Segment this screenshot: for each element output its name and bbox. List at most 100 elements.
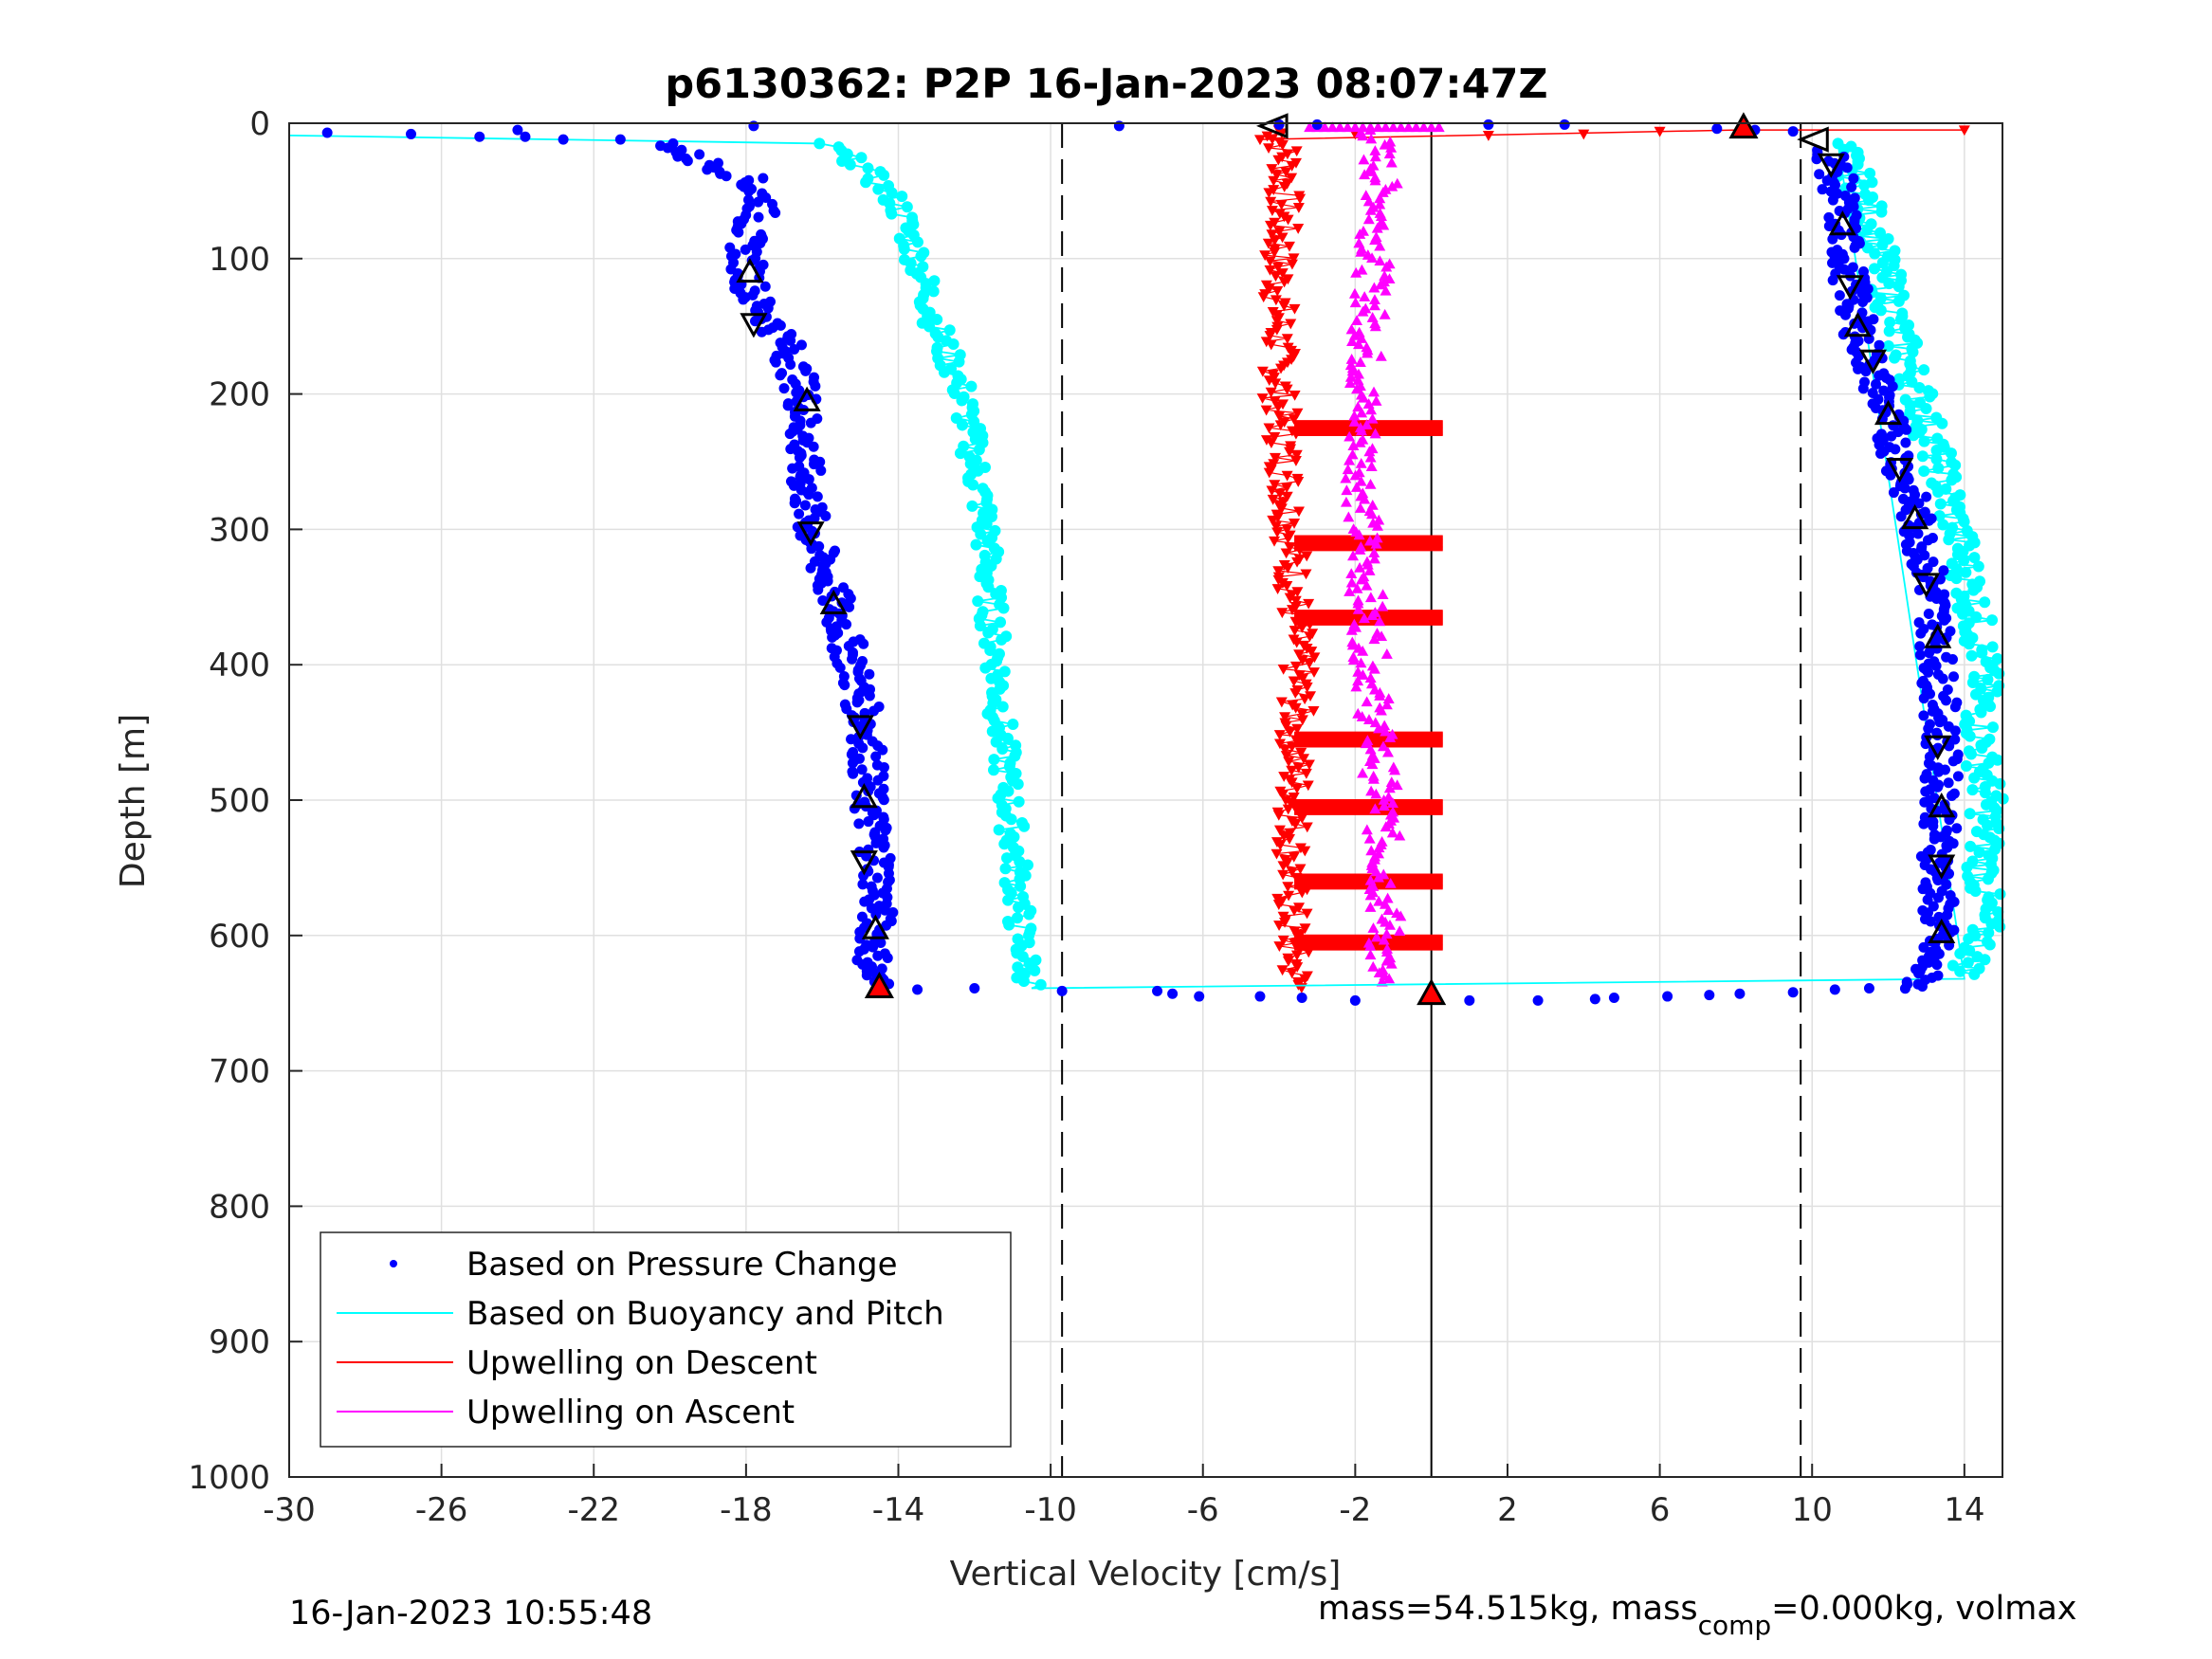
pressure-change-point bbox=[879, 904, 890, 916]
upwelling-ascent-point bbox=[1355, 425, 1367, 436]
upwelling-ascent-point bbox=[1374, 240, 1386, 251]
buoyancy-pitch-point bbox=[988, 764, 1000, 776]
pressure-change-point bbox=[1874, 447, 1886, 459]
upwelling-descent-point bbox=[1292, 203, 1305, 213]
upwelling-ascent-point bbox=[1385, 957, 1398, 969]
pressure-change-point bbox=[1928, 820, 1939, 831]
upwelling-ascent-point bbox=[1386, 180, 1398, 191]
x-tick-label-8: 2 bbox=[1497, 1491, 1518, 1529]
upwelling-descent-point bbox=[1277, 664, 1289, 675]
upwelling-descent-point bbox=[1275, 199, 1288, 210]
upwelling-descent-point bbox=[1280, 167, 1292, 178]
upwelling-ascent-point bbox=[1349, 297, 1362, 308]
upwelling-ascent-point bbox=[1380, 261, 1393, 272]
upwelling-descent-point bbox=[1276, 965, 1289, 976]
upwelling-ascent-point bbox=[1342, 121, 1354, 133]
pressure-change-point bbox=[1900, 437, 1911, 448]
pressure-change-point bbox=[864, 668, 875, 680]
upwelling-ascent-point bbox=[1345, 354, 1358, 364]
upwelling-ascent-point bbox=[1351, 315, 1363, 326]
buoyancy-pitch-point bbox=[1967, 584, 1980, 596]
y-tick-label-9: 900 bbox=[209, 1323, 270, 1361]
upwelling-descent-point bbox=[1289, 390, 1301, 401]
pressure-change-point bbox=[1930, 660, 1942, 671]
upwelling-ascent-point bbox=[1344, 586, 1356, 596]
x-tick-label-5: -10 bbox=[1024, 1491, 1077, 1529]
upwelling-descent-point bbox=[1264, 220, 1276, 231]
upwelling-descent-point bbox=[1290, 950, 1303, 961]
upwelling-descent-point bbox=[1301, 551, 1313, 562]
upwelling-ascent-point bbox=[1354, 437, 1366, 447]
upwelling-descent-point bbox=[1260, 405, 1272, 416]
upwelling-descent-point bbox=[1273, 738, 1286, 750]
profile-marker-triangle bbox=[1843, 312, 1872, 337]
upwelling-descent-point bbox=[1291, 962, 1304, 973]
upwelling-ascent-point bbox=[1382, 693, 1395, 703]
upwelling-ascent-point bbox=[1362, 195, 1375, 207]
y-tick-label-1: 100 bbox=[209, 241, 270, 279]
pressure-change-point bbox=[1923, 609, 1934, 620]
upwelling-descent-point bbox=[1280, 751, 1292, 761]
pressure-change-point bbox=[1921, 491, 1932, 502]
upwelling-ascent-point bbox=[1394, 830, 1406, 841]
pressure-change-point bbox=[853, 818, 865, 830]
pressure-change-point bbox=[759, 281, 771, 292]
upwelling-ascent-point bbox=[1364, 949, 1377, 960]
upwelling-ascent-point bbox=[1379, 138, 1391, 150]
buoyancy-pitch-point bbox=[886, 208, 898, 220]
pressure-change-point bbox=[794, 508, 805, 520]
pressure-change-point bbox=[1311, 118, 1323, 130]
upwelling-ascent-point bbox=[1368, 663, 1380, 674]
upwelling-descent-point bbox=[1268, 373, 1280, 383]
upwelling-descent-point bbox=[1275, 503, 1288, 515]
buoyancy-pitch-point bbox=[1883, 278, 1895, 290]
pressure-change-point bbox=[405, 128, 416, 139]
pressure-change-point bbox=[1841, 162, 1853, 173]
upwelling-descent-point bbox=[1286, 866, 1298, 878]
buoyancy-pitch-point bbox=[1950, 573, 1963, 585]
pressure-change-point bbox=[1929, 833, 1940, 845]
upwelling-descent-point bbox=[1281, 334, 1293, 345]
upwelling-descent-point bbox=[1266, 164, 1278, 174]
pressure-change-point bbox=[1923, 666, 1934, 678]
upwelling-descent-point bbox=[1307, 667, 1320, 678]
pressure-change-point bbox=[787, 463, 798, 474]
upwelling-descent-point bbox=[1291, 587, 1304, 598]
buoyancy-pitch-point bbox=[927, 285, 940, 298]
pressure-change-point bbox=[880, 825, 891, 836]
upwelling-ascent-point bbox=[1384, 732, 1397, 742]
upwelling-ascent-point bbox=[1334, 121, 1346, 133]
upwelling-ascent-point bbox=[1366, 610, 1379, 621]
buoyancy-pitch-point bbox=[1003, 919, 1015, 931]
upwelling-ascent-point bbox=[1359, 169, 1371, 180]
upwelling-ascent-point bbox=[1342, 464, 1354, 475]
profile-marker-triangle bbox=[793, 386, 821, 411]
buoyancy-pitch-point bbox=[1012, 961, 1024, 974]
upwelling-descent-point bbox=[1292, 762, 1305, 774]
upwelling-descent-point bbox=[1270, 271, 1282, 283]
pressure-change-point bbox=[872, 950, 884, 961]
upwelling-descent-point bbox=[1264, 264, 1276, 276]
pressure-change-point bbox=[1949, 702, 1961, 713]
buoyancy-pitch-point bbox=[1982, 673, 1994, 685]
upwelling-descent-point bbox=[1297, 673, 1309, 684]
upwelling-ascent-point bbox=[1376, 975, 1388, 987]
buoyancy-pitch-point bbox=[1963, 638, 1975, 650]
upwelling-ascent-point bbox=[1343, 511, 1355, 522]
pressure-change-point bbox=[1923, 535, 1934, 546]
upwelling-ascent-point bbox=[1369, 428, 1381, 439]
buoyancy-pitch-point bbox=[1957, 608, 1969, 620]
pressure-change-point bbox=[1895, 511, 1907, 522]
upwelling-ascent-point bbox=[1370, 395, 1382, 406]
pressure-change-point bbox=[1888, 487, 1899, 499]
upwelling-descent-point bbox=[1286, 968, 1298, 979]
upwelling-descent-point bbox=[1294, 864, 1307, 875]
buoyancy-pitch-point bbox=[964, 458, 977, 470]
pressure-change-point bbox=[1912, 528, 1924, 539]
upwelling-ascent-point bbox=[1362, 714, 1375, 724]
legend: Based on Pressure Change Based on Buoyan… bbox=[320, 1231, 1012, 1448]
buoyancy-pitch-point bbox=[954, 447, 966, 460]
upwelling-ascent-point bbox=[1375, 704, 1387, 716]
buoyancy-pitch-point bbox=[1984, 701, 1997, 713]
upwelling-descent-point bbox=[1266, 206, 1278, 216]
